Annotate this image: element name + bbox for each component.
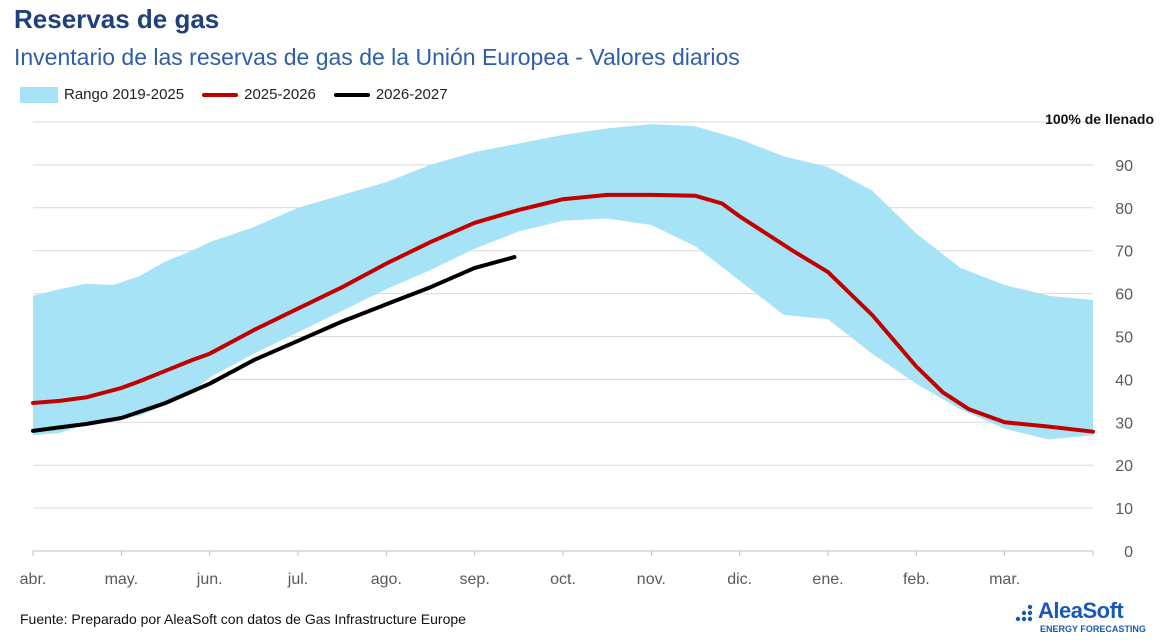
y-tick-label-10: 10 bbox=[1115, 501, 1133, 518]
y-tick-label-0: 0 bbox=[1124, 544, 1133, 561]
legend-swatch-2025-2026 bbox=[202, 92, 239, 97]
logo-tagline: ENERGY FORECASTING bbox=[1040, 624, 1146, 634]
x-tick-label-8: dic. bbox=[727, 571, 752, 588]
legend-label-2025-2026: 2025-2026 bbox=[244, 86, 316, 103]
x-tick-label-10: feb. bbox=[903, 571, 930, 588]
logo-name: AleaSoft bbox=[1038, 598, 1124, 623]
x-tick-label-0: abr. bbox=[20, 571, 47, 588]
chart-title: Reservas de gas bbox=[14, 4, 220, 34]
y-tick-label-20: 20 bbox=[1115, 458, 1133, 475]
y-tick-label-30: 30 bbox=[1115, 415, 1133, 432]
x-tick-label-6: oct. bbox=[550, 571, 576, 588]
legend-item-2025-2026: 2025-2026 bbox=[202, 86, 316, 103]
legend-swatch-range bbox=[20, 86, 58, 103]
x-tick-label-2: jun. bbox=[196, 571, 223, 588]
chart-legend: Rango 2019-2025 2025-2026 2026-2027 bbox=[20, 86, 466, 103]
series-line-2026-2027 bbox=[31, 255, 517, 433]
legend-item-range: Rango 2019-2025 bbox=[20, 86, 184, 103]
annotation-full-capacity: 100% de llenado bbox=[1045, 111, 1154, 127]
y-tick-label-80: 80 bbox=[1115, 201, 1133, 218]
legend-swatch-2026-2027 bbox=[333, 92, 370, 97]
y-tick-label-50: 50 bbox=[1115, 330, 1133, 347]
series-line-2025-2026 bbox=[31, 192, 1095, 434]
y-tick-label-60: 60 bbox=[1115, 287, 1133, 304]
y-tick-label-90: 90 bbox=[1115, 158, 1133, 175]
x-tick-label-4: ago. bbox=[371, 571, 402, 588]
source-note: Fuente: Preparado por AleaSoft con datos… bbox=[20, 611, 466, 627]
aleasoft-logo: AleaSoft ENERGY FORECASTING bbox=[1010, 598, 1162, 636]
legend-label-2026-2027: 2026-2027 bbox=[375, 86, 448, 103]
chart-subtitle: Inventario de las reservas de gas de la … bbox=[14, 44, 740, 70]
legend-label-range: Rango 2019-2025 bbox=[64, 86, 185, 103]
x-tick-label-5: sep. bbox=[460, 571, 490, 588]
x-tick-label-11: mar. bbox=[989, 571, 1020, 588]
logo-dots-icon bbox=[1015, 604, 1033, 622]
legend-item-2026-2027: 2026-2027 bbox=[333, 86, 448, 103]
range-band-2019-2025 bbox=[33, 124, 1093, 440]
x-tick-label-1: may. bbox=[105, 571, 138, 588]
x-tick-label-7: nov. bbox=[637, 571, 666, 588]
y-tick-label-40: 40 bbox=[1115, 372, 1133, 389]
x-tick-label-9: ene. bbox=[812, 571, 843, 588]
x-tick-label-3: jul. bbox=[287, 571, 308, 588]
y-tick-label-70: 70 bbox=[1115, 244, 1133, 261]
